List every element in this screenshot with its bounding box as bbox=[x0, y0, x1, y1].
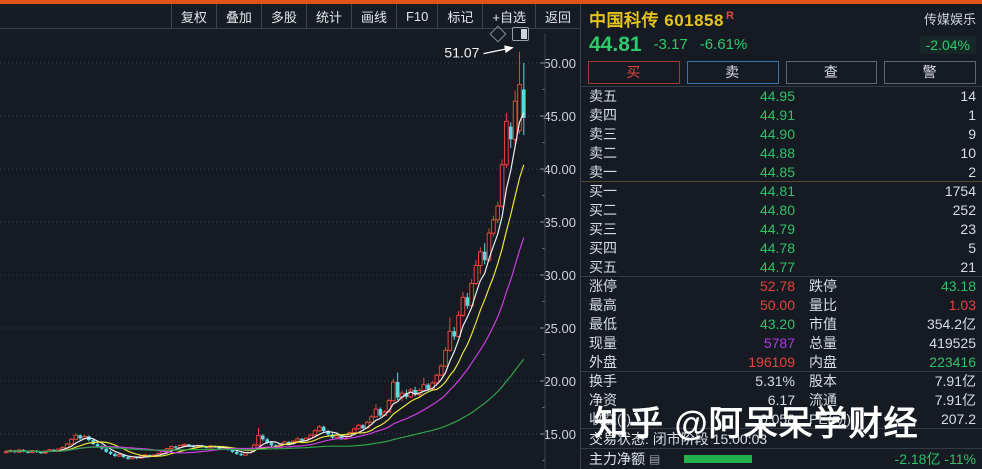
svg-text:35.00: 35.00 bbox=[543, 215, 576, 230]
toolbar-item-back[interactable]: 返回 bbox=[534, 4, 580, 28]
query-button[interactable]: 查 bbox=[785, 60, 878, 84]
volume-ratio-value: 1.03 bbox=[948, 296, 976, 313]
bid-row-3[interactable]: 买三 44.79 23 bbox=[589, 220, 976, 237]
current-volume-value: 5787 bbox=[763, 334, 795, 351]
stat-row-networth: 净资 6.17 流通 7.91亿 bbox=[589, 391, 976, 408]
flow-bar bbox=[684, 455, 753, 463]
toolbar-item-stats[interactable]: 统计 bbox=[305, 4, 351, 28]
ask-row-5[interactable]: 卖五 44.95 14 bbox=[581, 86, 982, 105]
top-accent-bar bbox=[0, 0, 982, 4]
main-flow-value: -2.18亿 -11% bbox=[894, 451, 976, 467]
stat-row-eps: 收益(-) 0.058 PE(动) 207.2 bbox=[589, 410, 976, 427]
toolbar-item-mark[interactable]: 标记 bbox=[437, 4, 482, 28]
price-header: 44.81 -3.17 -6.61% -2.04% bbox=[581, 31, 982, 58]
total-shares-value: 7.91亿 bbox=[934, 373, 976, 389]
limit-up-value: 52.78 bbox=[759, 278, 795, 294]
day-high-value: 50.00 bbox=[759, 296, 795, 313]
trading-status: 交易状态: 闭市阶段 15:00:03 bbox=[581, 428, 982, 448]
day-low-value: 43.20 bbox=[759, 315, 795, 332]
sector-link[interactable]: 传媒娱乐 bbox=[923, 12, 976, 27]
kline-chart-area: 50.00 45.00 40.00 35.00 30.00 25.00 20.00 15.00… bbox=[0, 29, 580, 469]
bid-row-1[interactable]: 买一 44.81 1754 bbox=[581, 181, 982, 200]
stat-row-turnover: 换手 5.31% 股本 7.91亿 bbox=[581, 371, 982, 390]
main-capital-flow-row: 主力净额 ▤ -2.18亿 -11% bbox=[581, 448, 982, 469]
stat-row-limitup: 涨停 52.78 跌停 43.18 bbox=[581, 276, 982, 295]
toolbar-item-f10[interactable]: F10 bbox=[395, 4, 437, 28]
svg-text:40.00: 40.00 bbox=[543, 162, 576, 177]
outer-volume-value: 196109 bbox=[748, 353, 795, 370]
svg-text:20.00: 20.00 bbox=[543, 374, 576, 389]
inner-volume-value: 223416 bbox=[929, 353, 976, 370]
eps-value: 0.058 bbox=[759, 410, 795, 427]
toolbar-item-drawline[interactable]: 画线 bbox=[350, 4, 396, 28]
buy-button[interactable]: 买 bbox=[588, 60, 680, 84]
last-price: 44.81 bbox=[589, 32, 642, 56]
detail-list-icon[interactable]: ▤ bbox=[649, 452, 661, 466]
toolbar-item-multistock[interactable]: 多股 bbox=[260, 4, 306, 28]
pe-value: 207.2 bbox=[940, 410, 976, 427]
main-flow-label: 主力净额 bbox=[589, 451, 645, 467]
bid-row-5[interactable]: 买五 44.77 21 bbox=[589, 258, 976, 275]
svg-text:51.07: 51.07 bbox=[444, 45, 479, 61]
diamond-marker-icon[interactable] bbox=[489, 25, 507, 43]
price-change-pct: -6.61% bbox=[699, 36, 748, 54]
ask-row-1[interactable]: 卖一 44.85 2 bbox=[589, 163, 976, 180]
market-cap-value: 354.2亿 bbox=[926, 315, 976, 332]
net-assets-value: 6.17 bbox=[767, 391, 795, 408]
stat-row-low: 最低 43.20 市值 354.2亿 bbox=[589, 315, 976, 332]
ask-row-2[interactable]: 卖二 44.88 10 bbox=[589, 144, 976, 161]
kline-chart[interactable]: 50.00 45.00 40.00 35.00 30.00 25.00 20.00 15.00… bbox=[0, 29, 580, 469]
stat-row-outer-inner: 外盘 196109 内盘 223416 bbox=[589, 353, 976, 370]
ask-row-4[interactable]: 卖四 44.91 1 bbox=[589, 106, 976, 123]
svg-text:30.00: 30.00 bbox=[543, 268, 576, 283]
toolbar-item-add-watchlist[interactable]: +自选 bbox=[482, 4, 535, 28]
svg-text:50.00: 50.00 bbox=[543, 56, 576, 71]
total-volume-value: 419525 bbox=[929, 334, 976, 351]
float-shares-value: 7.91亿 bbox=[934, 391, 976, 408]
trade-buttons: 买 卖 查 警 bbox=[581, 58, 982, 86]
registered-flag: R bbox=[725, 10, 735, 23]
ask-row-3[interactable]: 卖三 44.90 9 bbox=[589, 125, 976, 142]
svg-text:25.00: 25.00 bbox=[543, 321, 576, 336]
toolbar-item-overlay[interactable]: 叠加 bbox=[215, 4, 261, 28]
price-change: -3.17 bbox=[653, 36, 688, 54]
bid-row-4[interactable]: 买四 44.78 5 bbox=[589, 239, 976, 256]
toolbar-item-adjust[interactable]: 复权 bbox=[170, 4, 216, 28]
stat-row-high: 最高 50.00 量比 1.03 bbox=[589, 296, 976, 313]
sell-button[interactable]: 卖 bbox=[686, 60, 779, 84]
turnover-value: 5.31% bbox=[755, 373, 795, 389]
bid-row-2[interactable]: 买二 44.80 252 bbox=[589, 201, 976, 218]
chart-corner-icons bbox=[489, 25, 538, 43]
svg-text:45.00: 45.00 bbox=[543, 109, 576, 124]
limit-down-value: 43.18 bbox=[940, 278, 976, 294]
chart-toolbar: 复权 叠加 多股 统计 画线 F10 标记 +自选 返回 bbox=[0, 4, 580, 29]
stat-row-current-vol: 现量 5787 总量 419525 bbox=[589, 334, 976, 351]
stock-name: 中国科传 601858 R bbox=[589, 10, 735, 30]
stock-header: 中国科传 601858 R 传媒娱乐 bbox=[581, 4, 982, 31]
panel-toggle-icon[interactable] bbox=[512, 27, 529, 41]
svg-text:15.00: 15.00 bbox=[543, 427, 576, 442]
alert-button[interactable]: 警 bbox=[884, 60, 976, 84]
quote-panel: 中国科传 601858 R 传媒娱乐 44.81 -3.17 -6.61% -2.… bbox=[580, 4, 982, 469]
sector-change-pct: -2.04% bbox=[919, 35, 976, 54]
